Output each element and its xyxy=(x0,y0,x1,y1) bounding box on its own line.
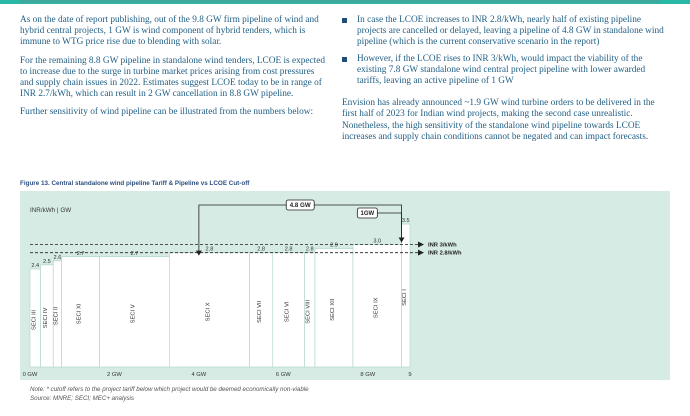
bar-name-label: SECI III xyxy=(31,310,37,330)
bar-value-label: 2.8 xyxy=(285,247,293,253)
left-text-column: As on the date of report publishing, out… xyxy=(20,15,325,126)
x-tick-label: 8 GW xyxy=(360,372,375,378)
bullet-item: However, if the LCOE rises to INR 3/kWh,… xyxy=(340,54,665,88)
paragraph-pipeline-intro: As on the date of report publishing, out… xyxy=(20,15,319,48)
bar-value-label: 2.5 xyxy=(43,259,51,265)
bar-name-label: SECI VIII xyxy=(306,300,312,324)
annotation-label: 4.8 GW xyxy=(290,202,311,209)
bar-value-label: 2.7 xyxy=(131,251,139,257)
bar-name-label: SECI XII xyxy=(330,298,336,321)
bar-seci-xii xyxy=(314,248,354,368)
bar-seci-vii xyxy=(249,252,274,368)
cutoff-arrow-icon xyxy=(418,241,424,248)
bar-seci-ix xyxy=(352,244,402,368)
bullet-square-icon xyxy=(342,18,347,23)
bar-name-label: SECI V xyxy=(131,304,137,323)
bullet-text: In case the LCOE increases to INR 2.8/kW… xyxy=(357,15,664,48)
bar-name-label: SECI I xyxy=(402,289,408,306)
bar-value-label: 2.9 xyxy=(330,243,338,249)
bar-seci-ii xyxy=(52,260,62,368)
paragraph-lcoe-estimate: For the remaining 8.8 GW pipeline in sta… xyxy=(20,55,326,100)
bar-name-label: SECI X xyxy=(205,302,211,321)
bar-name-label: SECI VII xyxy=(257,300,263,323)
cutoff-label: INR 3/kWh xyxy=(428,243,457,249)
x-tick-label: 9 xyxy=(408,372,411,378)
bullet-item: In case the LCOE increases to INR 2.8/kW… xyxy=(340,15,665,49)
annotation-box xyxy=(285,199,315,211)
bar-seci-xi xyxy=(61,256,100,368)
right-text-column: In case the LCOE increases to INR 2.8/kW… xyxy=(340,15,665,150)
figure-title: Figure 13. Central standalone wind pipel… xyxy=(20,180,250,187)
bar-seci-viii xyxy=(304,252,316,368)
bullet-text: However, if the LCOE rises to INR 3/kWh,… xyxy=(357,53,646,87)
bar-name-label: SECI XI xyxy=(77,303,83,324)
bar-value-label: 2.4 xyxy=(31,263,39,269)
bar-value-label: 3.0 xyxy=(373,239,381,245)
bar-name-label: SECI VI xyxy=(285,301,291,322)
x-tick-label: 0 GW xyxy=(23,372,38,378)
bar-name-label: SECI II xyxy=(53,306,59,325)
arrow-down-icon xyxy=(195,250,202,256)
bar-seci-i xyxy=(401,223,411,368)
bar-name-label: SECI IV xyxy=(43,308,49,329)
annotation-box xyxy=(356,207,378,219)
paragraph-sensitivity-intro: Further sensitivity of wind pipeline can… xyxy=(20,107,314,118)
bar-seci-iv xyxy=(40,264,54,368)
chart-note: Note: * cutoff refers to the project tar… xyxy=(30,386,309,393)
bar-value-label: 2.6 xyxy=(54,255,62,261)
annotation-label: 1GW xyxy=(360,211,374,217)
x-tick-label: 4 GW xyxy=(191,372,206,378)
bracket-1-gw xyxy=(359,212,402,242)
bar-value-label: 2.8 xyxy=(306,247,314,253)
chart-background xyxy=(20,191,670,380)
bar-seci-iii xyxy=(29,268,41,368)
bar-value-label: 2.7 xyxy=(77,251,85,257)
bullet-square-icon xyxy=(342,56,347,62)
top-clipped-text-strip xyxy=(20,0,660,3)
paragraph-envision: Envision has already announced ~1.9 GW w… xyxy=(342,98,655,142)
x-tick-label: 6 GW xyxy=(276,372,291,378)
bar-value-label: 2.8 xyxy=(206,247,214,253)
arrow-down-icon xyxy=(398,237,405,243)
bar-seci-v xyxy=(99,256,170,368)
x-tick-label: 2 GW xyxy=(107,372,122,378)
cutoff-arrow-icon xyxy=(418,249,424,256)
bar-value-label: 3.5 xyxy=(402,218,410,224)
bar-seci-x xyxy=(169,252,250,368)
bar-seci-vi xyxy=(272,252,305,368)
bracket-4-8-gw xyxy=(198,204,402,255)
chart-source: Source: MNRE; SECI; MEC+ analysis xyxy=(30,395,135,402)
cutoff-label: INR 2.8/kWh xyxy=(428,251,462,257)
bar-value-label: 2.8 xyxy=(257,247,265,253)
bar-name-label: SECI IX xyxy=(373,297,379,318)
y-axis-label: INR/kWh | GW xyxy=(30,207,71,214)
